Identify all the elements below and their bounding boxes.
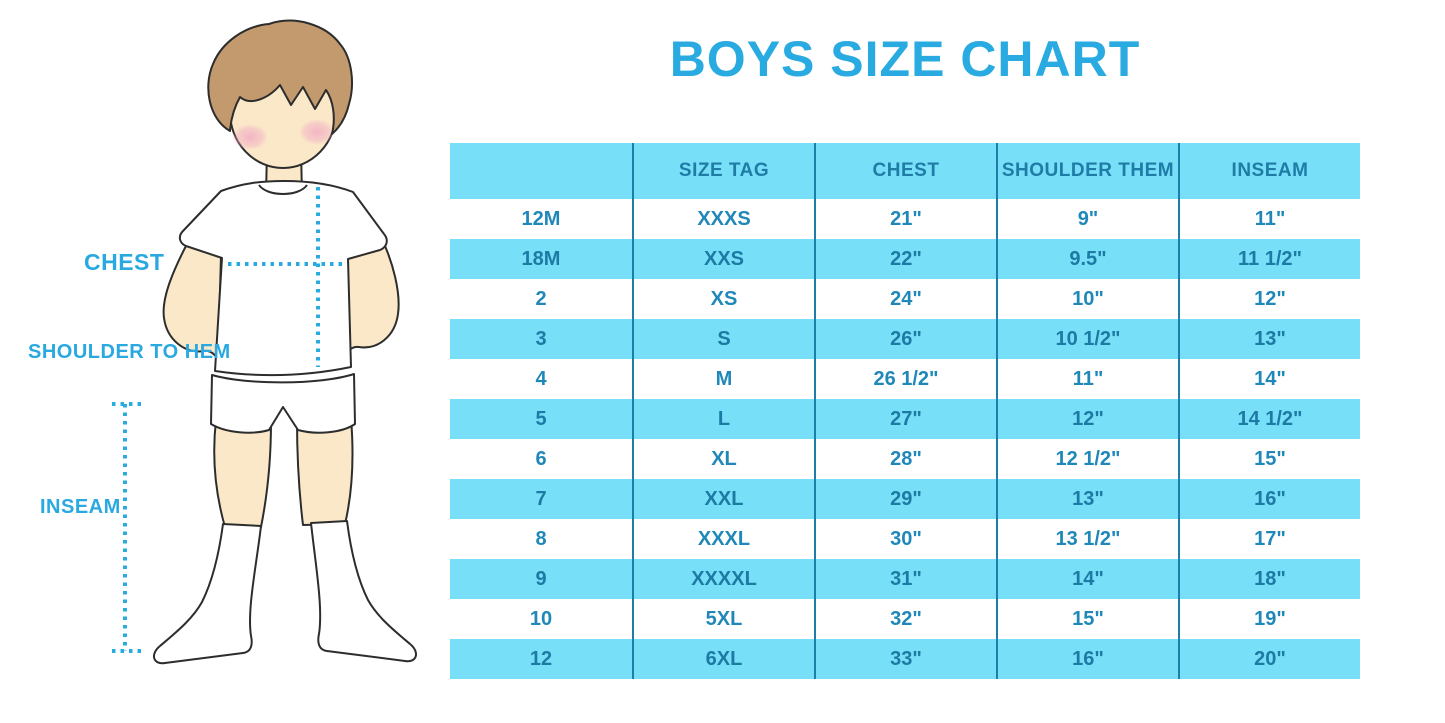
table-cell: 33"	[814, 639, 996, 679]
table-cell: 21"	[814, 199, 996, 239]
column-header: SIZE TAG	[632, 143, 814, 199]
table-cell: 20"	[1178, 639, 1360, 679]
table-cell: 27"	[814, 399, 996, 439]
table-cell: XXXXL	[632, 559, 814, 599]
table-cell: 15"	[1178, 439, 1360, 479]
table-cell: 26 1/2"	[814, 359, 996, 399]
table-cell: XXS	[632, 239, 814, 279]
table-cell: 10 1/2"	[996, 319, 1178, 359]
table-cell: XXXL	[632, 519, 814, 559]
column-header: INSEAM	[1178, 143, 1360, 199]
table-cell: 16"	[1178, 479, 1360, 519]
column-header: CHEST	[814, 143, 996, 199]
table-cell: 12M	[450, 199, 632, 239]
table-cell: XS	[632, 279, 814, 319]
table-cell: 12 1/2"	[996, 439, 1178, 479]
table-cell: 30"	[814, 519, 996, 559]
table-cell: 2	[450, 279, 632, 319]
table-cell: 15"	[996, 599, 1178, 639]
table-cell: 5	[450, 399, 632, 439]
shorts	[210, 373, 356, 434]
table-cell: 32"	[814, 599, 996, 639]
table-cell: 9	[450, 559, 632, 599]
table-cell: 9"	[996, 199, 1178, 239]
table-cell: 19"	[1178, 599, 1360, 639]
table-cell: 16"	[996, 639, 1178, 679]
blush-right-cheek	[299, 119, 335, 145]
table-cell: 13"	[1178, 319, 1360, 359]
table-cell: 24"	[814, 279, 996, 319]
table-cell: 29"	[814, 479, 996, 519]
table-cell: 6XL	[632, 639, 814, 679]
table-cell: S	[632, 319, 814, 359]
table-cell: 12"	[996, 399, 1178, 439]
table-cell: 22"	[814, 239, 996, 279]
table-cell: 6	[450, 439, 632, 479]
table-cell: 11"	[1178, 199, 1360, 239]
boy-figure-svg	[112, 19, 417, 665]
table-cell: 13"	[996, 479, 1178, 519]
table-cell: 8	[450, 519, 632, 559]
table-cell: 5XL	[632, 599, 814, 639]
table-cell: XL	[632, 439, 814, 479]
blush-left-cheek	[232, 124, 268, 150]
collar-line	[258, 184, 308, 195]
table-cell: 28"	[814, 439, 996, 479]
hair	[207, 19, 353, 135]
inseam-label: INSEAM	[40, 496, 121, 518]
table-cell: 17"	[1178, 519, 1360, 559]
table-cell: 12	[450, 639, 632, 679]
column-header: SHOULDER THEM	[996, 143, 1178, 199]
size-table: SIZE TAG CHEST SHOULDER THEM INSEAM 12M XXXS 2…	[450, 143, 1360, 679]
right-leg	[296, 417, 354, 526]
table-cell: XXL	[632, 479, 814, 519]
table-cell: 3	[450, 319, 632, 359]
table-cell: L	[632, 399, 814, 439]
table-cell: 14"	[996, 559, 1178, 599]
table-cell: 31"	[814, 559, 996, 599]
table-cell: 18"	[1178, 559, 1360, 599]
table-cell: 11 1/2"	[1178, 239, 1360, 279]
table-cell: 10"	[996, 279, 1178, 319]
table-cell: 12"	[1178, 279, 1360, 319]
column-header	[450, 143, 632, 199]
right-sock	[310, 520, 417, 663]
page-title: BOYS SIZE CHART	[669, 31, 1141, 87]
table-cell: 14"	[1178, 359, 1360, 399]
table-cell: 9.5"	[996, 239, 1178, 279]
table-cell: 18M	[450, 239, 632, 279]
left-sock	[153, 523, 262, 665]
table-cell: 11"	[996, 359, 1178, 399]
t-shirt	[178, 180, 388, 377]
table-cell: 7	[450, 479, 632, 519]
shoulder-to-hem-label: SHOULDER TO HEM	[28, 341, 231, 363]
left-arm	[162, 241, 222, 361]
chest-label: CHEST	[84, 249, 165, 275]
left-leg	[213, 419, 272, 528]
table-cell: 13 1/2"	[996, 519, 1178, 559]
table-cell: 14 1/2"	[1178, 399, 1360, 439]
table-cell: 4	[450, 359, 632, 399]
table-cell: 10	[450, 599, 632, 639]
table-cell: M	[632, 359, 814, 399]
boy-illustration	[0, 0, 450, 723]
table-cell: XXXS	[632, 199, 814, 239]
table-cell: 26"	[814, 319, 996, 359]
